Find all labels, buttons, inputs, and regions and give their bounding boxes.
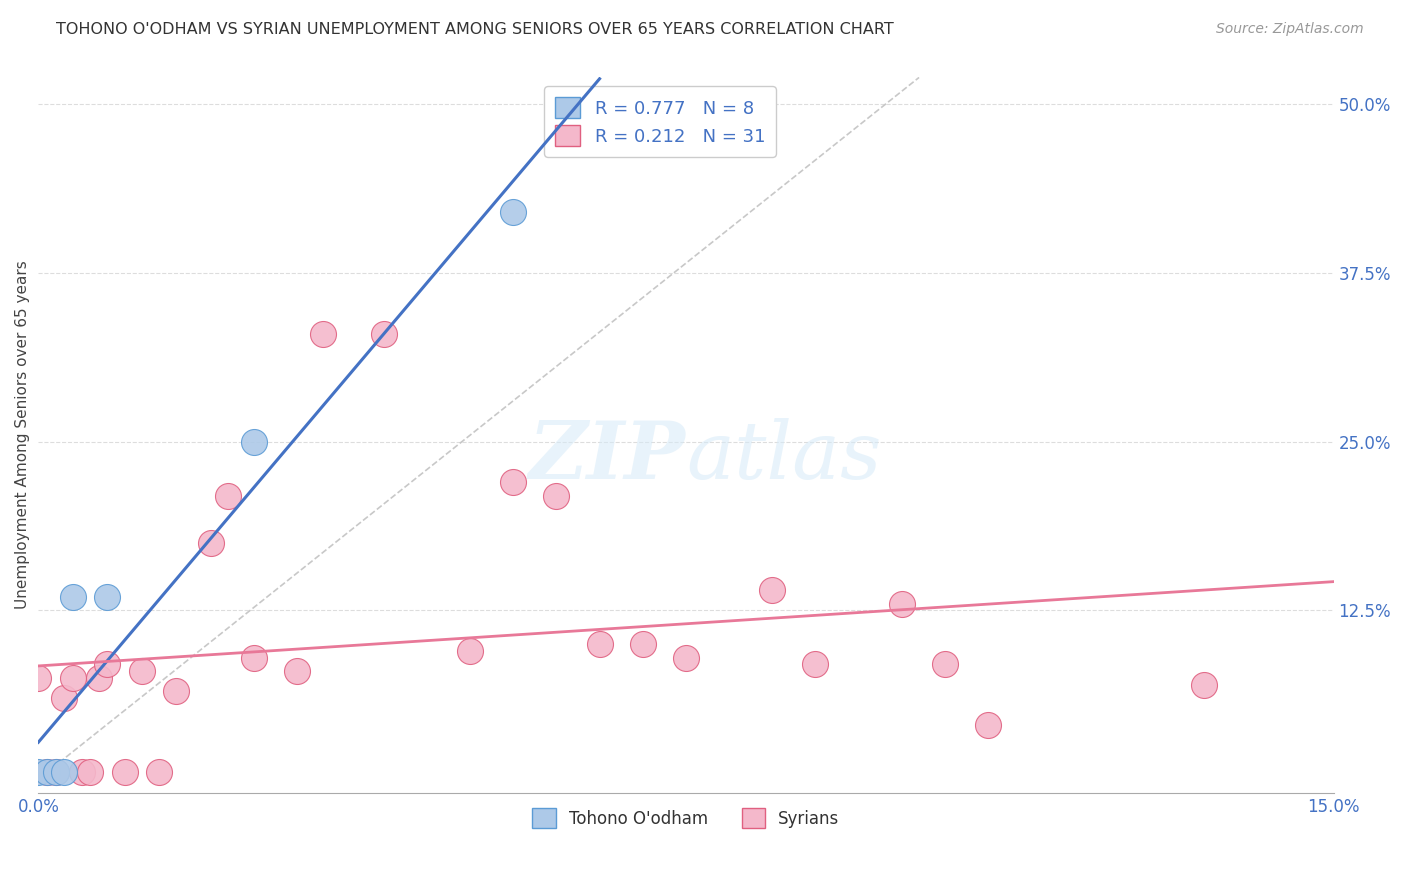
Point bbox=[312, 326, 335, 341]
Point bbox=[200, 536, 222, 550]
Point bbox=[53, 765, 76, 780]
Point bbox=[35, 765, 58, 780]
Point bbox=[53, 691, 76, 706]
Legend: Tohono O'odham, Syrians: Tohono O'odham, Syrians bbox=[526, 802, 846, 834]
Point bbox=[588, 637, 610, 651]
Point bbox=[243, 434, 266, 449]
Text: Source: ZipAtlas.com: Source: ZipAtlas.com bbox=[1216, 22, 1364, 37]
Point bbox=[87, 671, 110, 685]
Point bbox=[45, 765, 67, 780]
Point bbox=[287, 664, 309, 678]
Point bbox=[114, 765, 136, 780]
Point bbox=[45, 765, 67, 780]
Point bbox=[502, 475, 524, 490]
Point bbox=[546, 489, 568, 503]
Text: ZIP: ZIP bbox=[529, 417, 686, 495]
Point bbox=[373, 326, 395, 341]
Text: TOHONO O'ODHAM VS SYRIAN UNEMPLOYMENT AMONG SENIORS OVER 65 YEARS CORRELATION CH: TOHONO O'ODHAM VS SYRIAN UNEMPLOYMENT AM… bbox=[56, 22, 894, 37]
Point bbox=[70, 765, 93, 780]
Y-axis label: Unemployment Among Seniors over 65 years: Unemployment Among Seniors over 65 years bbox=[15, 260, 30, 609]
Point bbox=[458, 644, 481, 658]
Point bbox=[96, 590, 118, 604]
Point bbox=[675, 650, 697, 665]
Point bbox=[631, 637, 654, 651]
Point bbox=[27, 671, 49, 685]
Point bbox=[79, 765, 101, 780]
Point bbox=[96, 657, 118, 672]
Text: atlas: atlas bbox=[686, 417, 882, 495]
Point bbox=[934, 657, 956, 672]
Point bbox=[35, 765, 58, 780]
Point bbox=[890, 597, 912, 611]
Point bbox=[62, 671, 84, 685]
Point bbox=[148, 765, 170, 780]
Point bbox=[166, 684, 188, 698]
Point bbox=[502, 205, 524, 219]
Point bbox=[131, 664, 153, 678]
Point bbox=[804, 657, 827, 672]
Point bbox=[1192, 678, 1215, 692]
Point bbox=[977, 718, 1000, 732]
Point bbox=[761, 583, 783, 598]
Point bbox=[243, 650, 266, 665]
Point bbox=[62, 590, 84, 604]
Point bbox=[27, 765, 49, 780]
Point bbox=[217, 489, 239, 503]
